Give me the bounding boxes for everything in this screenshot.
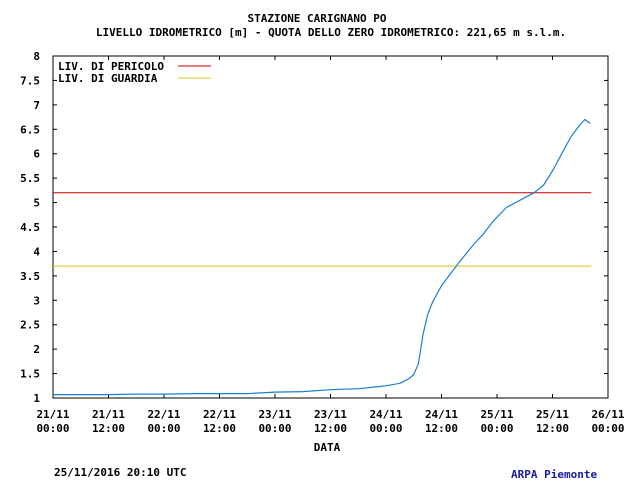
x-tick-label-date: 24/11 bbox=[369, 408, 402, 421]
x-tick-label-time: 00:00 bbox=[480, 422, 513, 435]
y-tick-label: 6 bbox=[33, 148, 40, 161]
x-tick-label-time: 12:00 bbox=[203, 422, 236, 435]
y-tick-label: 1.5 bbox=[20, 368, 40, 381]
x-tick-label-date: 21/11 bbox=[92, 408, 125, 421]
x-tick-label-date: 22/11 bbox=[147, 408, 180, 421]
legend-label-1: LIV. DI GUARDIA bbox=[58, 72, 158, 85]
x-tick-label-time: 12:00 bbox=[314, 422, 347, 435]
x-tick-label-date: 23/11 bbox=[314, 408, 347, 421]
x-tick-label-time: 12:00 bbox=[92, 422, 125, 435]
y-tick-label: 3 bbox=[33, 294, 40, 307]
x-tick-label-date: 23/11 bbox=[258, 408, 291, 421]
y-tick-label: 2.5 bbox=[20, 319, 40, 332]
y-tick-label: 3.5 bbox=[20, 270, 40, 283]
x-tick-label-time: 00:00 bbox=[258, 422, 291, 435]
x-tick-label-date: 25/11 bbox=[480, 408, 513, 421]
y-tick-label: 6.5 bbox=[20, 123, 40, 136]
x-tick-label-time: 12:00 bbox=[536, 422, 569, 435]
y-tick-label: 4.5 bbox=[20, 221, 40, 234]
x-tick-label-time: 00:00 bbox=[147, 422, 180, 435]
series-line-0 bbox=[53, 118, 591, 396]
x-tick-label-date: 22/11 bbox=[203, 408, 236, 421]
x-tick-label-time: 12:00 bbox=[425, 422, 458, 435]
y-tick-label: 7 bbox=[33, 99, 40, 112]
plot-frame bbox=[52, 55, 609, 399]
chart-title: STAZIONE CARIGNANO PO bbox=[247, 12, 386, 25]
y-tick-label: 7.5 bbox=[20, 74, 40, 87]
x-tick-label-time: 00:00 bbox=[591, 422, 624, 435]
organization-label: ARPA Piemonte bbox=[511, 468, 598, 481]
x-axis-label: DATA bbox=[314, 441, 341, 454]
timestamp: 25/11/2016 20:10 UTC bbox=[54, 466, 187, 479]
x-tick-label-time: 00:00 bbox=[36, 422, 69, 435]
y-tick-label: 4 bbox=[33, 245, 40, 258]
y-tick-label: 1 bbox=[33, 392, 40, 405]
legend-label-0: LIV. DI PERICOLO bbox=[58, 60, 164, 73]
y-tick-label: 2 bbox=[33, 343, 40, 356]
y-tick-label: 5 bbox=[33, 197, 40, 210]
x-tick-label-date: 21/11 bbox=[36, 408, 69, 421]
x-tick-label-date: 25/11 bbox=[536, 408, 569, 421]
y-tick-label: 5.5 bbox=[20, 172, 40, 185]
y-tick-label: 8 bbox=[33, 50, 40, 63]
chart-subtitle: LIVELLO IDROMETRICO [m] - QUOTA DELLO ZE… bbox=[96, 26, 566, 39]
x-tick-label-date: 24/11 bbox=[425, 408, 458, 421]
x-tick-label-time: 00:00 bbox=[369, 422, 402, 435]
x-tick-label-date: 26/11 bbox=[591, 408, 624, 421]
